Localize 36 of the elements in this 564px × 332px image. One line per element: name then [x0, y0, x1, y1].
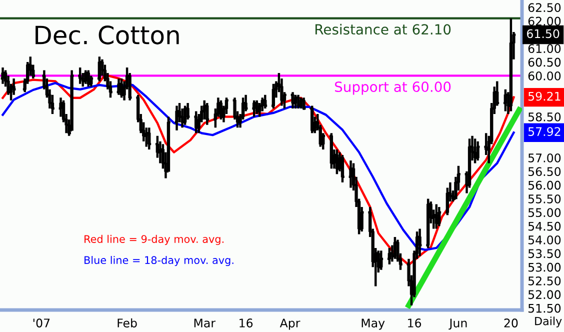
- y-tick-label: 61.00: [528, 44, 561, 54]
- x-tick-label: Apr: [280, 318, 300, 330]
- text: Red line = 9-day mov. avg.: [84, 234, 224, 245]
- x-tick-label: 20: [504, 318, 518, 328]
- y-tick-label: 52.00: [528, 290, 561, 300]
- y-tick-label: 62.50: [528, 3, 561, 12]
- y-tick-label: 53.00: [528, 262, 561, 272]
- data-label: 57.92: [528, 127, 560, 136]
- y-tick-label: 54.50: [528, 222, 561, 231]
- x-tick-label: Feb: [118, 318, 137, 328]
- y-tick-label: 60.00: [528, 71, 561, 80]
- y-tick-label: 55.00: [528, 208, 561, 218]
- y-tick-label: 55.50: [528, 194, 561, 204]
- x-tick-label: Jun: [448, 318, 467, 330]
- data-label: 59.21: [528, 92, 560, 101]
- text: Daily: [535, 316, 562, 328]
- y-tick-label: 56.50: [528, 167, 561, 176]
- x-tick-label: May: [362, 318, 385, 330]
- y-tick-label: 62.00: [528, 16, 561, 26]
- y-tick-label: 57.00: [528, 153, 561, 162]
- text: Dec. Cotton: [36, 26, 179, 44]
- y-tick-label: 52.50: [528, 276, 561, 286]
- x-tick-label: 16: [240, 318, 253, 328]
- y-tick-label: 56.00: [528, 180, 561, 190]
- y-tick-label: 60.50: [528, 58, 561, 67]
- ref-line-label: Resistance at 62.10: [316, 24, 451, 35]
- y-tick-label: 58.50: [528, 112, 561, 122]
- y-tick-label: 54.00: [528, 235, 561, 244]
- y-tick-label: 51.50: [528, 304, 561, 313]
- text: Blue line = 18-day mov. avg.: [84, 256, 234, 266]
- x-tick-label: Mar: [194, 318, 216, 328]
- x-tick-label: '07: [33, 318, 50, 328]
- annotation: 61.50: [527, 29, 560, 38]
- x-tick-label: 16: [408, 318, 422, 328]
- ref-line-label: Support at 60.00: [334, 82, 451, 95]
- y-tick-label: 53.50: [528, 249, 561, 258]
